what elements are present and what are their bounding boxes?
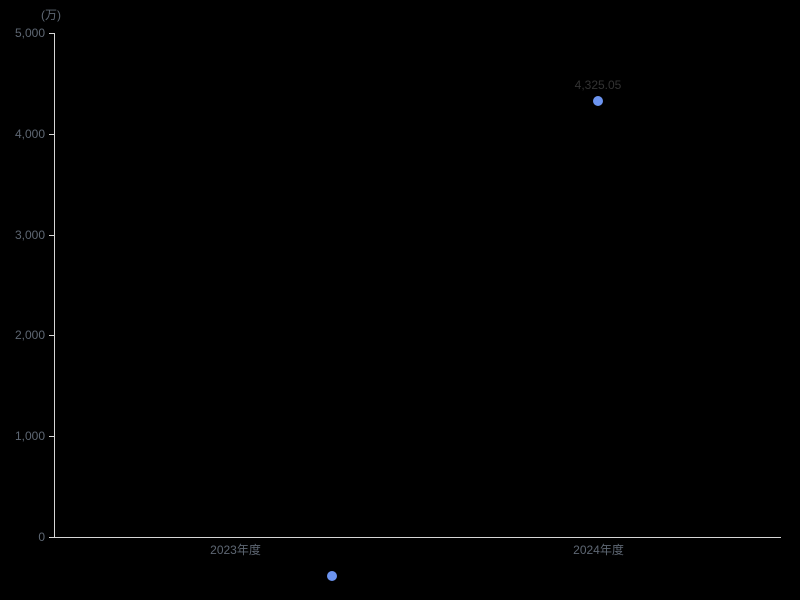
y-tick-mark [49, 335, 54, 336]
x-axis-label-2023年度: 2023年度 [210, 543, 261, 557]
y-axis-unit-label: (万) [41, 8, 61, 22]
y-axis-line [54, 33, 55, 537]
y-tick-label: 3,000 [14, 228, 45, 242]
data-point[interactable] [593, 96, 603, 106]
data-point[interactable] [327, 571, 337, 581]
y-tick-mark [49, 436, 54, 437]
y-tick-label: 0 [38, 530, 45, 544]
y-tick-mark [49, 537, 54, 538]
y-tick-label: 1,000 [14, 429, 45, 443]
y-tick-label: 2,000 [14, 328, 45, 342]
y-tick-mark [49, 235, 54, 236]
y-tick-label: 5,000 [14, 26, 45, 40]
y-tick-mark [49, 33, 54, 34]
y-tick-mark [49, 134, 54, 135]
data-point-label: 4,325.05 [574, 78, 622, 92]
y-tick-label: 4,000 [14, 127, 45, 141]
x-axis-line [54, 537, 781, 538]
x-axis-label-2024年度: 2024年度 [573, 543, 624, 557]
